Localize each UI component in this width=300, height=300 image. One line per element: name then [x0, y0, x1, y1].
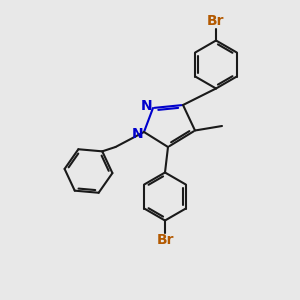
Text: Br: Br: [156, 233, 174, 247]
Text: N: N: [141, 100, 152, 113]
Text: Br: Br: [207, 14, 225, 28]
Text: N: N: [132, 127, 143, 140]
